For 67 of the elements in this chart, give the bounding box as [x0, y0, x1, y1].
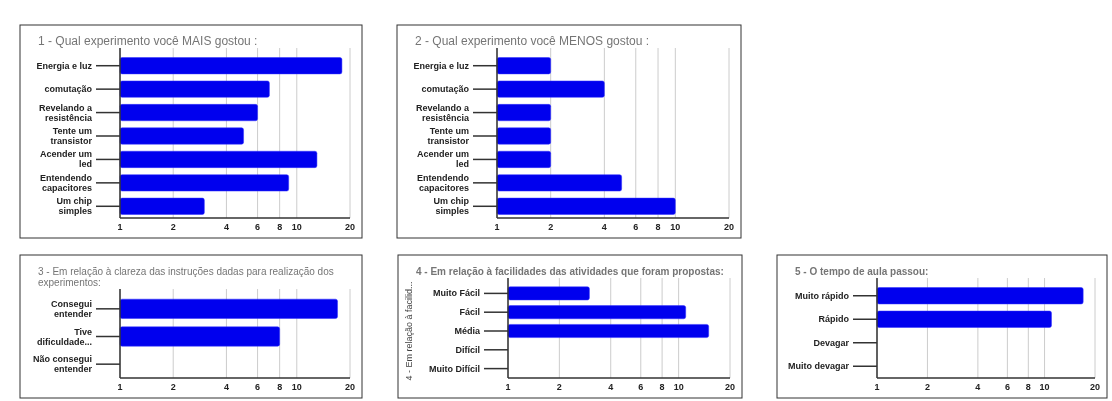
- x-tick-label: 6: [638, 382, 644, 392]
- x-tick-label: 20: [1089, 382, 1101, 392]
- x-tick-label: 10: [673, 382, 684, 392]
- x-tick-label: 8: [655, 222, 661, 232]
- y-tick-label: Rápido: [818, 314, 850, 325]
- y-tick-label: Energia e luz: [36, 60, 93, 71]
- y-tick-label: Um chip simples: [433, 196, 470, 217]
- x-tick-label: 2: [170, 222, 176, 232]
- y-tick-label: Revelando a resistência: [415, 102, 470, 123]
- x-tick-label: 6: [255, 222, 261, 232]
- x-tick-label: 4: [223, 382, 229, 392]
- x-tick-label: 20: [344, 382, 356, 392]
- y-tick-label: Energia e luz: [413, 60, 470, 71]
- x-tick-label: 20: [344, 222, 356, 232]
- x-tick-label: 6: [1004, 382, 1010, 392]
- x-tick-label: 8: [1025, 382, 1031, 392]
- x-tick-label: 10: [291, 222, 302, 232]
- x-tick-label: 8: [277, 382, 283, 392]
- x-tick-label: 4: [601, 222, 607, 232]
- y-tick-label: Revelando a resistência: [38, 102, 93, 123]
- y-tick-label: Tive dificuldade...: [36, 326, 92, 347]
- x-tick-label: 2: [556, 382, 562, 392]
- x-tick-label: 10: [670, 222, 681, 232]
- x-tick-label: 2: [548, 222, 554, 232]
- y-tick-label: comutação: [421, 84, 470, 95]
- x-tick-label: 8: [277, 222, 283, 232]
- x-tick-label: 1: [117, 382, 123, 392]
- y-tick-label: Entendendo capacitores: [40, 172, 93, 193]
- x-tick-label: 2: [924, 382, 930, 392]
- y-tick-label: Tente um transistor: [427, 126, 470, 146]
- x-tick-label: 4: [975, 382, 981, 392]
- x-tick-label: 6: [255, 382, 261, 392]
- y-tick-label: Muito Difícil: [429, 363, 480, 374]
- y-tick-label: Difícil: [455, 344, 480, 355]
- y-tick-label: Devagar: [813, 337, 850, 348]
- chart-title: 5 - O tempo de aula passou:: [795, 266, 929, 277]
- x-tick-label: 1: [494, 222, 500, 232]
- x-tick-label: 10: [291, 382, 302, 392]
- x-tick-label: 4: [608, 382, 614, 392]
- x-tick-label: 1: [117, 222, 123, 232]
- x-tick-label: 1: [505, 382, 511, 392]
- y-tick-label: Muito devagar: [787, 361, 850, 372]
- y-tick-label: Fácil: [459, 307, 480, 318]
- y-axis-title: 4 - Em relação à facilid...: [404, 281, 414, 381]
- x-tick-label: 8: [659, 382, 665, 392]
- y-tick-label: comutação: [44, 84, 93, 95]
- y-tick-label: Entendendo capacitores: [417, 172, 470, 193]
- chart-title: 3 - Em relação à clareza das instruções dadas para realização dos experimentos:: [38, 266, 334, 288]
- y-tick-label: Consegui entender: [50, 298, 93, 319]
- x-tick-label: 2: [170, 382, 176, 392]
- x-tick-label: 4: [223, 222, 229, 232]
- x-tick-label: 20: [723, 222, 735, 232]
- y-tick-label: Média: [454, 326, 481, 336]
- x-tick-label: 1: [874, 382, 880, 392]
- chart-title: 2 - Qual experimento você MENOS gostou :: [415, 34, 650, 48]
- x-tick-label: 6: [633, 222, 639, 232]
- y-tick-label: Acender um led: [416, 149, 469, 170]
- y-tick-label: Muito Fácil: [433, 288, 480, 299]
- x-tick-label: 20: [724, 382, 736, 392]
- chart-title: 1 - Qual experimento você MAIS gostou :: [38, 34, 258, 48]
- x-tick-label: 10: [1039, 382, 1050, 392]
- y-tick-label: Muito rápido: [795, 290, 850, 301]
- chart-title: 4 - Em relação à facilidades das atividades que foram propostas:: [416, 266, 724, 277]
- y-tick-label: Um chip simples: [56, 196, 93, 217]
- y-tick-label: Tente um transistor: [50, 126, 93, 146]
- y-tick-label: Não consegui entender: [32, 354, 93, 375]
- y-tick-label: Acender um led: [39, 149, 92, 170]
